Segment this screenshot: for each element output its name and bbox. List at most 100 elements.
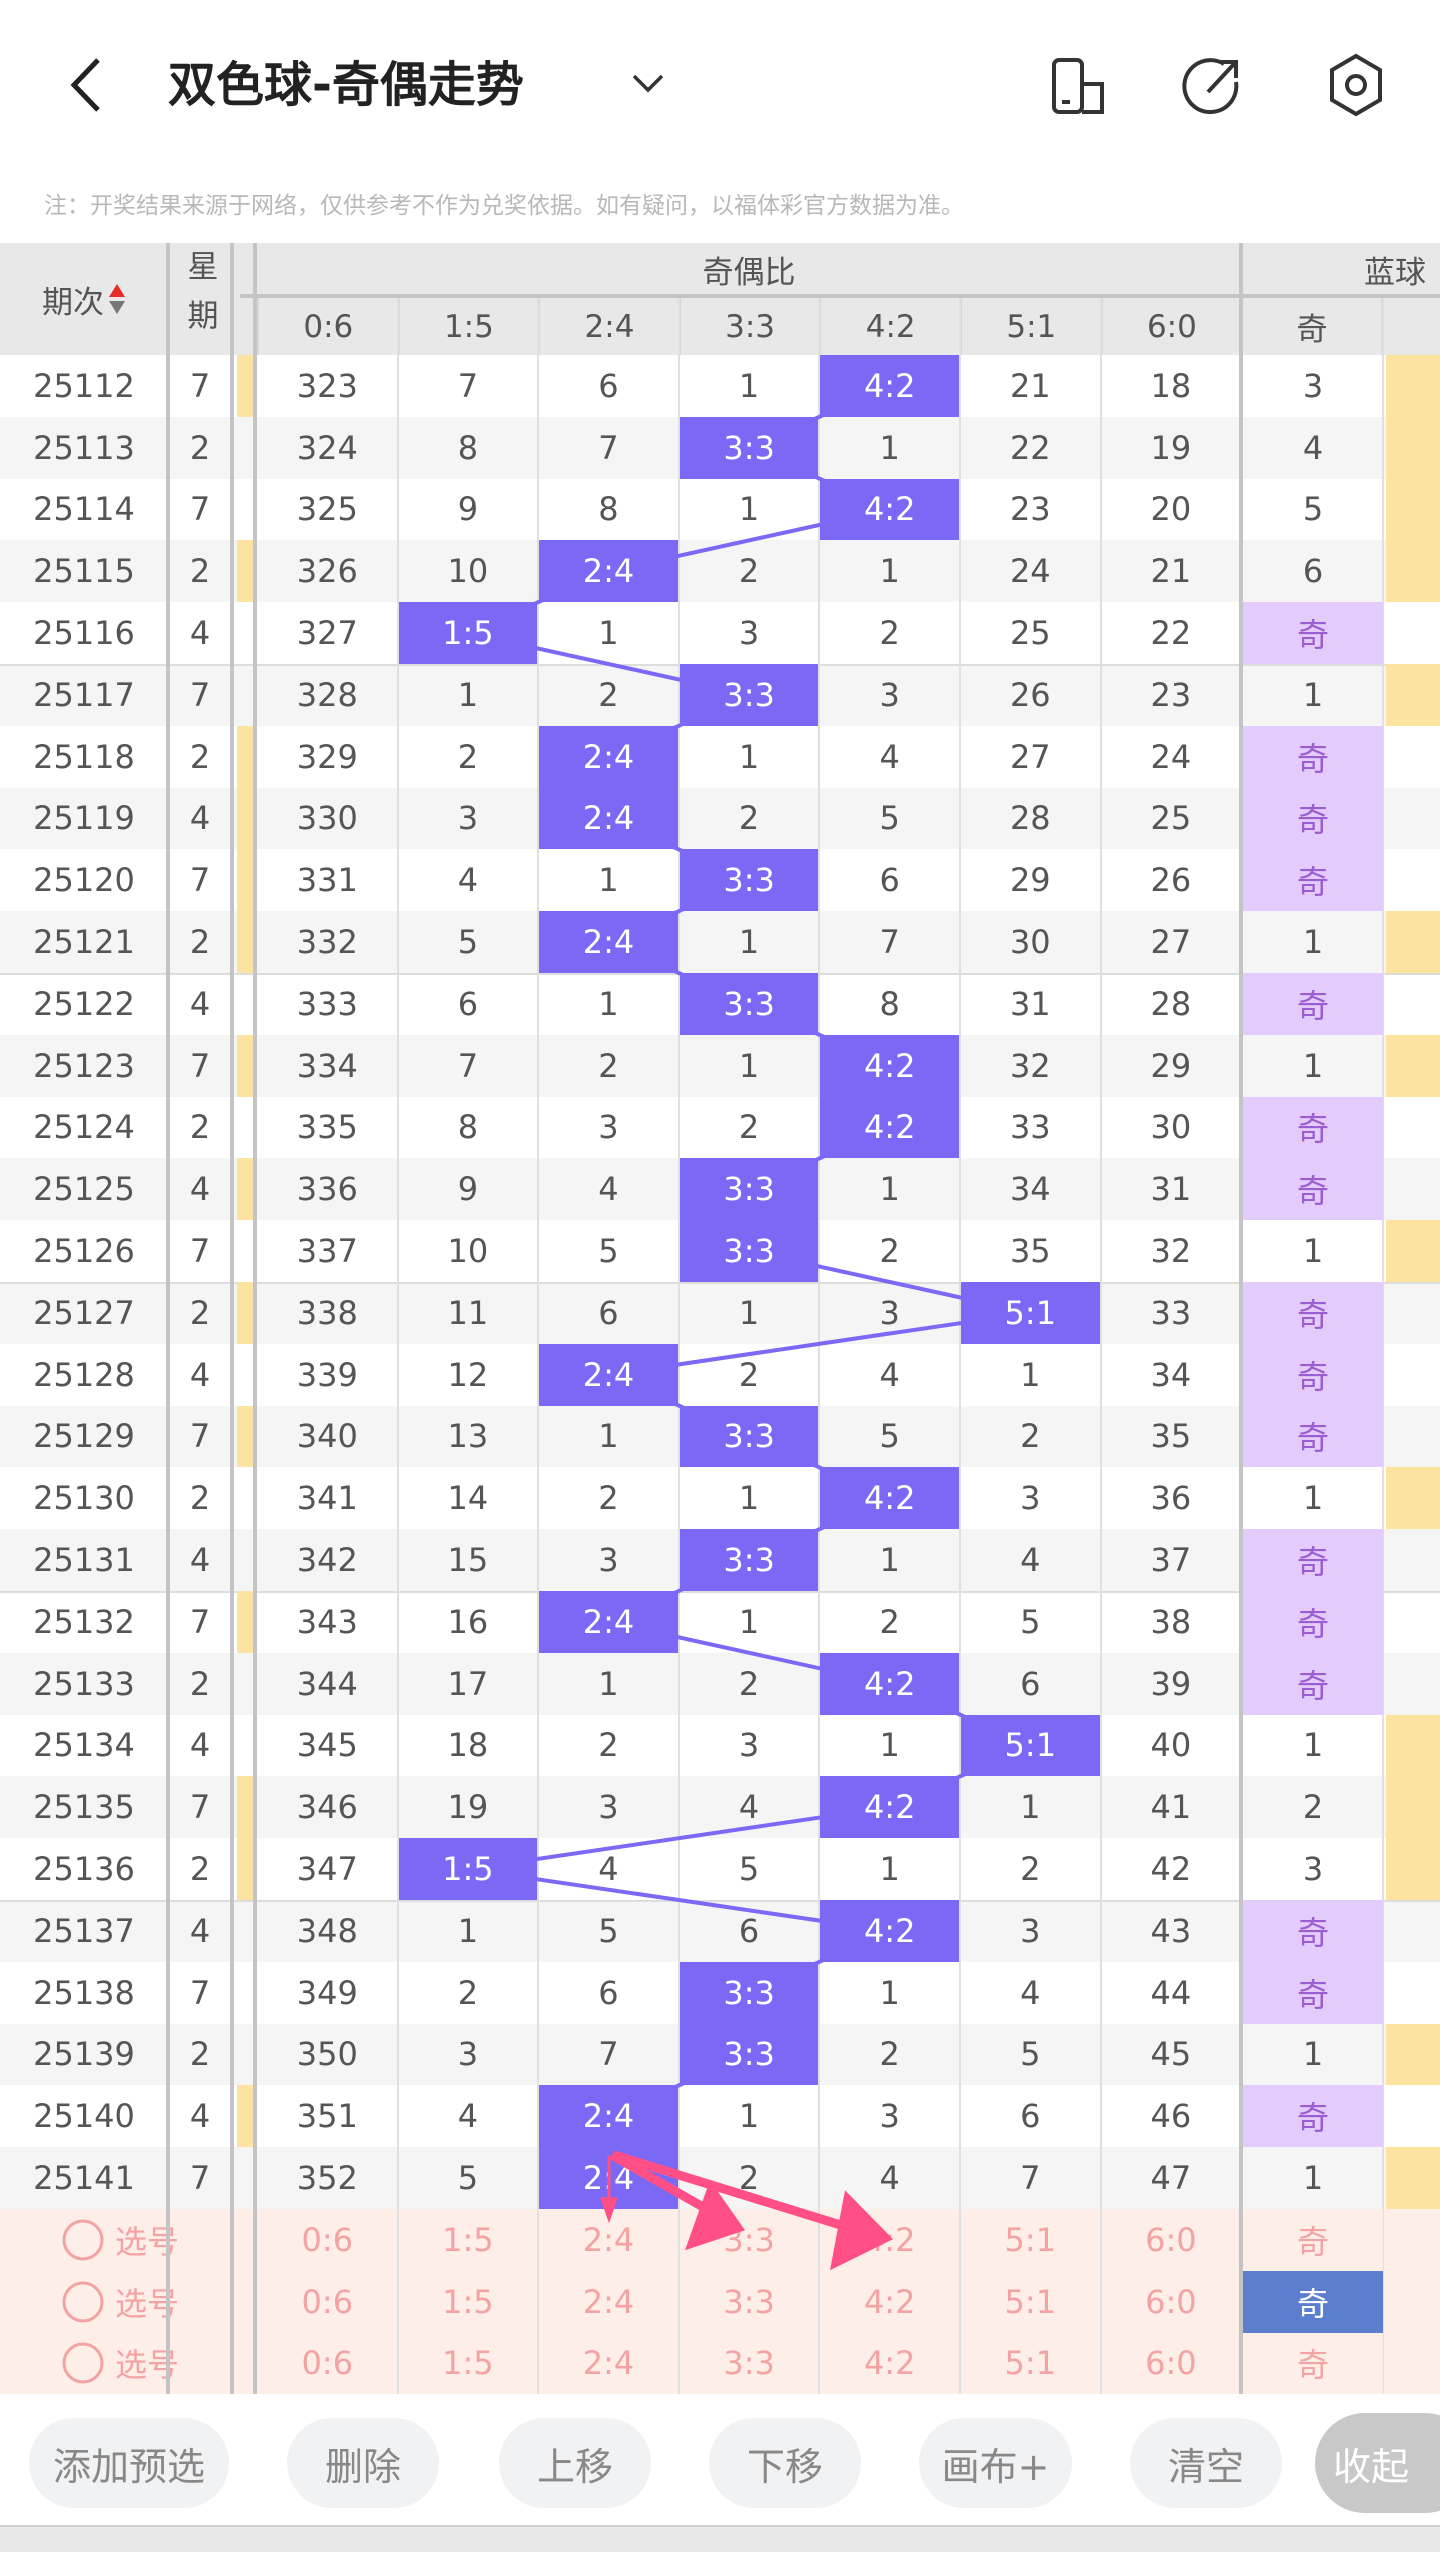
row-issue[interactable]: 25129	[33, 1417, 135, 1456]
row-mark	[237, 1591, 255, 1653]
row-issue[interactable]: 25134	[33, 1726, 135, 1765]
pick-ratio-option[interactable]: 3:3	[723, 2344, 775, 2383]
header-issue-sort[interactable]: 期次	[0, 243, 168, 355]
row-issue[interactable]: 25121	[33, 923, 135, 962]
row-week: 7	[189, 1417, 211, 1456]
row-week: 2	[189, 1293, 211, 1332]
pick-ratio-option[interactable]: 5:1	[1004, 2220, 1057, 2259]
row-issue[interactable]: 25136	[33, 1850, 135, 1889]
row-issue[interactable]: 25127	[33, 1293, 135, 1332]
row-issue[interactable]: 25131	[33, 1541, 135, 1580]
blue-odd-cell: 奇	[1243, 1343, 1383, 1406]
ratio-cell: 20	[1150, 490, 1192, 529]
settings-button[interactable]	[1324, 52, 1388, 118]
row-issue[interactable]: 25114	[33, 490, 135, 529]
ratio-cell: 32	[1009, 1046, 1051, 1085]
row-issue[interactable]: 25116	[33, 614, 135, 653]
row-issue[interactable]: 25139	[33, 2035, 135, 2074]
pick-ratio-option[interactable]: 1:5	[442, 2220, 494, 2259]
ratio-cell: 1	[879, 1541, 900, 1580]
canvas-plus-button[interactable]: 画布+	[919, 2418, 1072, 2508]
share-button[interactable]	[1180, 52, 1244, 118]
pick-select[interactable]: 选号	[0, 2332, 240, 2395]
pick-ratio-option[interactable]: 6:0	[1145, 2220, 1197, 2259]
ratio-cell: 38	[1150, 1602, 1192, 1641]
pick-ratio-option[interactable]: 2:4	[582, 2282, 635, 2321]
row-issue[interactable]: 25123	[33, 1046, 135, 1085]
blue-count-cell: 1	[1302, 1726, 1324, 1765]
pick-blue-option[interactable]: 奇	[1243, 2209, 1383, 2271]
ratio-cell: 8	[457, 1108, 479, 1147]
pick-ratio-option[interactable]: 1:5	[442, 2282, 494, 2321]
row-issue[interactable]: 25124	[33, 1108, 135, 1147]
pick-ratio-option[interactable]: 3:3	[723, 2220, 775, 2259]
row-issue[interactable]: 25128	[33, 1355, 135, 1394]
row-issue[interactable]: 25117	[33, 675, 135, 714]
pick-ratio-option[interactable]: 5:1	[1004, 2344, 1057, 2383]
row-issue[interactable]: 25132	[33, 1602, 135, 1641]
pick-ratio-option[interactable]: 5:1	[1004, 2282, 1057, 2321]
move-down-button[interactable]: 下移	[709, 2418, 861, 2508]
ratio-hit-cell: 2:4	[539, 911, 678, 973]
ratio-cell: 1	[879, 1726, 900, 1765]
ratio-hit-cell: 4:2	[820, 1900, 959, 1962]
pick-ratio-option[interactable]: 6:0	[1145, 2344, 1197, 2383]
row-issue[interactable]: 25133	[33, 1664, 135, 1703]
ratio-cell: 2	[457, 1973, 479, 2012]
pick-ratio-option[interactable]: 2:4	[582, 2220, 635, 2259]
delete-button[interactable]: 删除	[287, 2418, 439, 2508]
row-issue[interactable]: 25138	[33, 1973, 135, 2012]
page-title[interactable]: 双色球-奇偶走势	[168, 57, 524, 113]
row-week: 2	[189, 737, 211, 776]
title-dropdown[interactable]	[628, 66, 668, 102]
ratio-cell: 339	[296, 1355, 358, 1394]
row-issue[interactable]: 25126	[33, 1232, 135, 1271]
pick-ratio-option[interactable]: 6:0	[1145, 2282, 1197, 2321]
move-up-button[interactable]: 上移	[499, 2418, 651, 2508]
ratio-hit-cell: 4:2	[820, 478, 959, 541]
clear-button[interactable]: 清空	[1130, 2418, 1282, 2508]
pick-select[interactable]: 选号	[0, 2209, 240, 2271]
row-issue[interactable]: 25115	[33, 552, 135, 591]
ratio-cell: 1	[738, 923, 760, 962]
pick-ratio-option[interactable]: 4:2	[863, 2220, 916, 2259]
row-issue[interactable]: 25137	[33, 1911, 135, 1950]
pick-ratio-option[interactable]: 1:5	[442, 2344, 494, 2383]
back-button[interactable]	[62, 52, 112, 118]
pick-ratio-option[interactable]: 4:2	[863, 2344, 916, 2383]
row-issue[interactable]: 25135	[33, 1788, 135, 1827]
row-week: 2	[189, 552, 211, 591]
pick-ratio-option[interactable]: 0:6	[301, 2220, 354, 2259]
ratio-cell: 330	[296, 799, 358, 838]
row-issue[interactable]: 25125	[33, 1170, 135, 1209]
pick-select[interactable]: 选号	[0, 2270, 240, 2333]
ratio-cell: 22	[1009, 428, 1051, 467]
row-issue[interactable]: 25130	[33, 1479, 135, 1518]
pick-ratio-option[interactable]: 0:6	[301, 2282, 354, 2321]
blue-odd-cell: 奇	[1243, 2085, 1383, 2148]
pick-ratio-option[interactable]: 2:4	[582, 2344, 635, 2383]
row-issue[interactable]: 25120	[33, 861, 135, 900]
row-mark	[237, 1776, 255, 1839]
row-issue[interactable]: 25141	[33, 2159, 135, 2198]
row-issue[interactable]: 25140	[33, 2097, 135, 2136]
ratio-cell: 6	[1020, 1664, 1041, 1703]
pick-ratio-option[interactable]: 4:2	[863, 2282, 916, 2321]
layout-button[interactable]	[1050, 52, 1114, 118]
row-issue[interactable]: 25118	[33, 737, 135, 776]
blue-mark	[1386, 2147, 1440, 2209]
row-issue[interactable]: 25113	[33, 428, 135, 467]
ratio-hit-cell: 2:4	[539, 2147, 678, 2209]
pick-blue-option[interactable]: 奇	[1243, 2270, 1383, 2333]
row-issue[interactable]: 25112	[33, 366, 135, 405]
pick-ratio-option[interactable]: 0:6	[301, 2344, 354, 2383]
ratio-cell: 23	[1009, 490, 1051, 529]
pick-ratio-option[interactable]: 3:3	[723, 2282, 775, 2321]
row-issue[interactable]: 25122	[33, 984, 135, 1023]
ratio-cell: 23	[1150, 675, 1192, 714]
pick-blue-option[interactable]: 奇	[1243, 2332, 1383, 2395]
row-issue[interactable]: 25119	[33, 799, 135, 838]
add-preselect-button[interactable]: 添加预选	[29, 2418, 229, 2508]
collapse-button[interactable]: 收起	[1315, 2413, 1440, 2513]
blue-count-cell: 4	[1302, 428, 1324, 467]
